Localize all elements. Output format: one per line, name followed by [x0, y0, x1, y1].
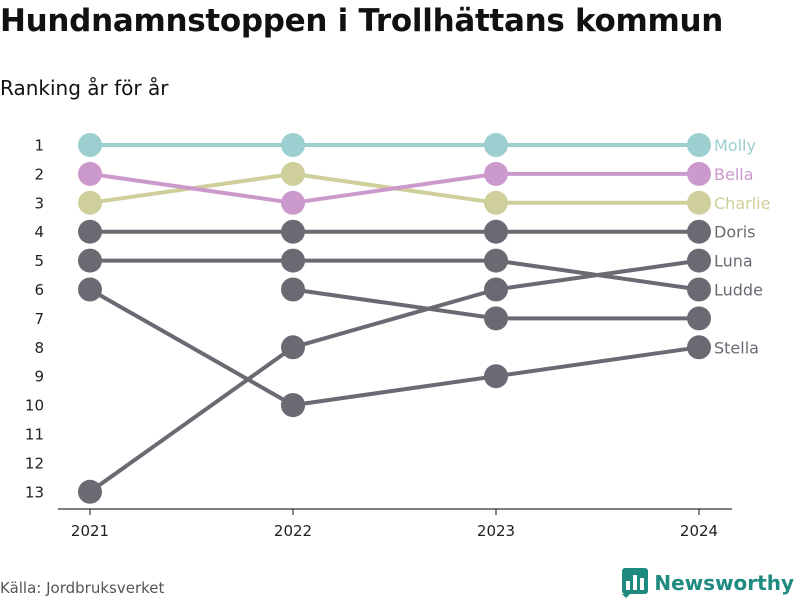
series-line-milo	[88, 287, 295, 408]
data-point-charlie	[687, 190, 711, 215]
data-point-stella	[687, 335, 711, 360]
data-point-bella	[484, 161, 508, 186]
y-tick-label: 10	[25, 397, 44, 415]
x-tick-label: 2022	[274, 522, 312, 540]
chart-title: Hundnamnstoppen i Trollhättans kommun	[0, 3, 724, 39]
data-point-doris	[687, 219, 711, 244]
series-line-bella	[88, 171, 701, 205]
x-tick-label: 2023	[477, 522, 515, 540]
series-label-luna: Luna	[714, 252, 753, 271]
data-point-molly	[687, 133, 711, 157]
chart-subtitle: Ranking år för år	[0, 76, 169, 100]
data-point-molly	[484, 133, 508, 157]
series-line-luna	[88, 258, 701, 494]
x-tick-label: 2021	[71, 522, 109, 540]
data-point-milo	[484, 306, 508, 331]
data-point-stella	[484, 364, 508, 389]
y-tick-label: 3	[34, 194, 44, 212]
data-point-charlie	[484, 190, 508, 215]
y-tick-label: 1	[34, 137, 44, 155]
series-label-bella: Bella	[714, 165, 754, 184]
y-tick-label: 5	[34, 252, 44, 270]
y-tick-label: 6	[34, 281, 44, 299]
data-point-charlie	[78, 190, 102, 215]
y-tick-label: 11	[25, 426, 44, 444]
data-point-milo	[281, 393, 305, 418]
y-tick-label: 2	[34, 165, 44, 183]
source-note: Källa: Jordbruksverket	[0, 579, 165, 597]
data-point-ludde	[78, 248, 102, 273]
y-tick-label: 12	[25, 454, 44, 472]
data-point-bella	[687, 161, 711, 186]
data-point-molly	[281, 133, 305, 157]
data-point-charlie	[281, 161, 305, 186]
y-tick-label: 9	[34, 368, 44, 386]
bar-chart-logo-icon	[622, 568, 649, 598]
data-point-milo	[78, 277, 102, 302]
data-point-molly	[78, 133, 102, 157]
series-label-ludde: Ludde	[714, 281, 763, 300]
data-point-luna	[687, 248, 711, 273]
y-tick-label: 4	[34, 223, 44, 241]
data-point-ludde	[281, 248, 305, 273]
brand-name: Newsworthy	[654, 571, 794, 595]
data-point-luna	[78, 479, 102, 504]
x-tick-label: 2024	[680, 522, 718, 540]
series-label-stella: Stella	[714, 338, 759, 357]
data-point-ludde	[687, 277, 711, 302]
data-point-doris	[281, 219, 305, 244]
brand: Newsworthy	[622, 568, 794, 598]
data-point-luna	[484, 277, 508, 302]
data-point-ludde	[484, 248, 508, 273]
series-label-charlie: Charlie	[714, 194, 770, 213]
y-tick-label: 7	[34, 310, 44, 328]
data-point-bella	[78, 161, 102, 186]
data-point-doris	[78, 219, 102, 244]
y-tick-label: 13	[25, 483, 44, 501]
data-point-milo	[687, 306, 711, 331]
data-point-doris	[484, 219, 508, 244]
series-label-molly: Molly	[714, 136, 756, 155]
data-point-milo	[281, 277, 305, 302]
y-tick-label: 8	[34, 339, 44, 357]
series-label-doris: Doris	[714, 223, 755, 242]
data-point-luna	[281, 335, 305, 360]
data-point-bella	[281, 190, 305, 215]
